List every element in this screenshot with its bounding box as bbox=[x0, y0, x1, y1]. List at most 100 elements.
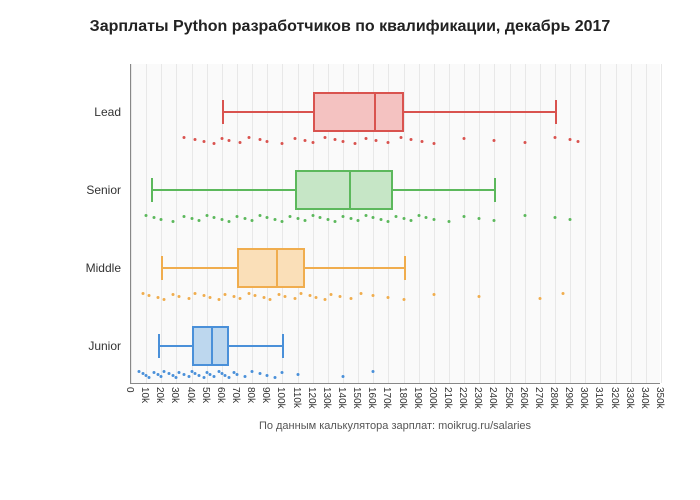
x-tick-label: 350k bbox=[654, 387, 665, 409]
x-tick-label: 30k bbox=[169, 387, 180, 403]
x-tick-label: 0 bbox=[124, 387, 135, 393]
data-point bbox=[448, 220, 451, 223]
plot-area: 010k20k30k40k50k60k70k80k90k100k110k120k… bbox=[130, 64, 660, 384]
data-point bbox=[236, 215, 239, 218]
data-point bbox=[243, 375, 246, 378]
whisker-cap-high bbox=[282, 334, 284, 358]
data-point bbox=[213, 216, 216, 219]
whisker-low bbox=[151, 189, 295, 191]
data-point bbox=[205, 214, 208, 217]
data-point bbox=[323, 298, 326, 301]
data-point bbox=[273, 376, 276, 379]
median-line bbox=[349, 171, 351, 209]
data-point bbox=[357, 219, 360, 222]
x-tick-label: 190k bbox=[412, 387, 423, 409]
data-point bbox=[387, 220, 390, 223]
data-point bbox=[254, 294, 257, 297]
data-point bbox=[334, 138, 337, 141]
data-point bbox=[239, 297, 242, 300]
x-tick-label: 280k bbox=[548, 387, 559, 409]
x-tick-label: 210k bbox=[442, 387, 453, 409]
x-tick-label: 330k bbox=[624, 387, 635, 409]
data-point bbox=[569, 138, 572, 141]
data-point bbox=[266, 140, 269, 143]
data-point bbox=[417, 214, 420, 217]
data-point bbox=[187, 297, 190, 300]
boxplot-chart: 010k20k30k40k50k60k70k80k90k100k110k120k… bbox=[130, 64, 660, 384]
x-tick-label: 90k bbox=[260, 387, 271, 403]
y-category-label: Senior bbox=[86, 183, 131, 197]
data-point bbox=[258, 214, 261, 217]
whisker-cap-low bbox=[161, 256, 163, 280]
whisker-cap-low bbox=[158, 334, 160, 358]
data-point bbox=[232, 295, 235, 298]
data-point bbox=[167, 372, 170, 375]
data-point bbox=[493, 139, 496, 142]
data-point bbox=[311, 141, 314, 144]
whisker-cap-high bbox=[494, 178, 496, 202]
data-point bbox=[523, 141, 526, 144]
y-category-label: Junior bbox=[88, 339, 131, 353]
x-tick-label: 110k bbox=[291, 387, 302, 408]
y-category-label: Lead bbox=[94, 105, 131, 119]
data-point bbox=[269, 298, 272, 301]
x-tick-label: 140k bbox=[336, 387, 347, 409]
data-point bbox=[223, 374, 226, 377]
box-row bbox=[131, 170, 660, 210]
median-line bbox=[276, 249, 278, 287]
data-point bbox=[198, 374, 201, 377]
data-point bbox=[273, 218, 276, 221]
data-point bbox=[190, 217, 193, 220]
data-point bbox=[183, 215, 186, 218]
data-point bbox=[148, 376, 151, 379]
data-point bbox=[387, 296, 390, 299]
data-point bbox=[220, 218, 223, 221]
data-point bbox=[202, 294, 205, 297]
data-points bbox=[131, 294, 660, 302]
data-point bbox=[198, 219, 201, 222]
whisker-high bbox=[229, 345, 282, 347]
data-point bbox=[239, 141, 242, 144]
x-tick-label: 240k bbox=[487, 387, 498, 409]
data-point bbox=[160, 375, 163, 378]
data-point bbox=[281, 142, 284, 145]
data-point bbox=[349, 217, 352, 220]
data-point bbox=[220, 137, 223, 140]
data-point bbox=[349, 297, 352, 300]
data-point bbox=[251, 219, 254, 222]
y-category-label: Middle bbox=[86, 261, 131, 275]
x-tick-label: 250k bbox=[503, 387, 514, 409]
x-tick-label: 220k bbox=[457, 387, 468, 409]
data-point bbox=[266, 216, 269, 219]
x-tick-label: 80k bbox=[245, 387, 256, 403]
median-line bbox=[374, 93, 376, 131]
data-point bbox=[217, 298, 220, 301]
whisker-low bbox=[222, 111, 313, 113]
data-point bbox=[183, 373, 186, 376]
data-point bbox=[266, 374, 269, 377]
data-points bbox=[131, 138, 660, 146]
x-tick-label: 200k bbox=[427, 387, 438, 409]
box bbox=[192, 326, 230, 366]
data-point bbox=[432, 293, 435, 296]
data-point bbox=[319, 216, 322, 219]
x-tick-label: 10k bbox=[139, 387, 150, 403]
data-point bbox=[463, 215, 466, 218]
data-point bbox=[360, 292, 363, 295]
data-points bbox=[131, 216, 660, 224]
x-tick-label: 70k bbox=[230, 387, 241, 403]
data-point bbox=[410, 138, 413, 141]
data-point bbox=[304, 219, 307, 222]
x-tick-label: 340k bbox=[639, 387, 650, 409]
data-point bbox=[523, 214, 526, 217]
data-point bbox=[178, 371, 181, 374]
data-point bbox=[293, 137, 296, 140]
data-point bbox=[432, 218, 435, 221]
data-point bbox=[172, 220, 175, 223]
data-point bbox=[425, 216, 428, 219]
chart-title: Зарплаты Python разработчиков по квалифи… bbox=[0, 0, 700, 36]
box bbox=[313, 92, 404, 132]
data-point bbox=[342, 140, 345, 143]
data-point bbox=[399, 136, 402, 139]
data-point bbox=[296, 217, 299, 220]
